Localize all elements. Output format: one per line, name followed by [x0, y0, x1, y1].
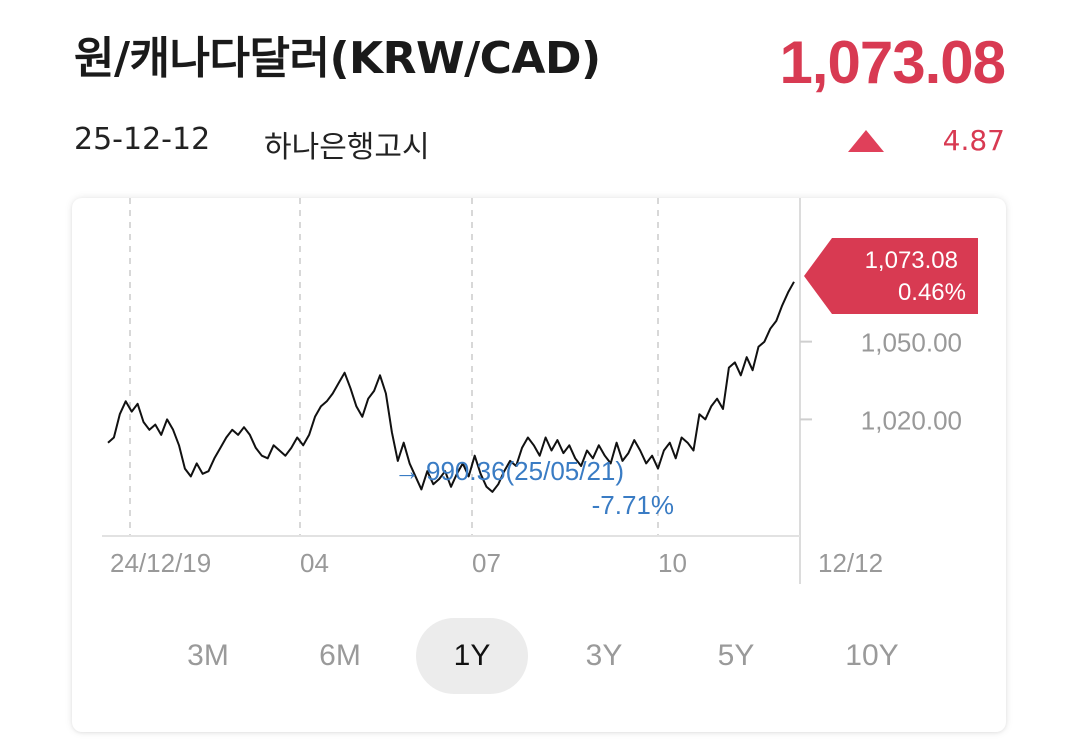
x-tick-label: 24/12/19	[110, 548, 211, 578]
current-price: 1,073.08	[779, 29, 1006, 96]
x-tick-label: 04	[300, 548, 329, 578]
triangle-up-icon	[848, 130, 884, 152]
x-tick-label: 10	[658, 548, 687, 578]
exchange-rate-chart[interactable]: 24/12/19 04 07 10 12/12 1,020.00 1,050.00 1,073…	[72, 198, 1006, 618]
current-value-label: 1,073.08	[865, 247, 958, 274]
series-line	[107, 281, 795, 493]
arrow-right-icon: →	[394, 456, 420, 486]
tab-5y[interactable]: 5Y	[717, 639, 755, 672]
current-value-tag	[804, 238, 978, 314]
page-title: 원/캐나다달러(KRW/CAD)	[74, 33, 601, 84]
period-tabs: 3M 6M 1Y 3Y 5Y 10Y	[72, 618, 1006, 698]
y-tick-label: 1,020.00	[861, 405, 962, 435]
change-value: 4.87	[942, 124, 1005, 157]
x-tick-label: 07	[472, 548, 501, 578]
x-tick-label: 12/12	[818, 548, 883, 578]
tab-6m[interactable]: 6M	[319, 639, 361, 672]
chart-card: 24/12/19 04 07 10 12/12 1,020.00 1,050.00 1,073…	[72, 198, 1006, 732]
min-value-label: 990.36(25/05/21)	[426, 456, 624, 486]
y-tick-label: 1,050.00	[861, 328, 962, 358]
tab-3m[interactable]: 3M	[187, 639, 229, 672]
date-label: 25-12-12	[74, 122, 211, 157]
source-label: 하나은행고시	[264, 130, 430, 165]
tab-3y[interactable]: 3Y	[585, 639, 623, 672]
tab-1y[interactable]: 1Y	[416, 618, 528, 694]
current-percent-label: 0.46%	[898, 279, 966, 306]
tab-10y[interactable]: 10Y	[845, 639, 899, 672]
min-percent-label: -7.71%	[592, 490, 674, 520]
